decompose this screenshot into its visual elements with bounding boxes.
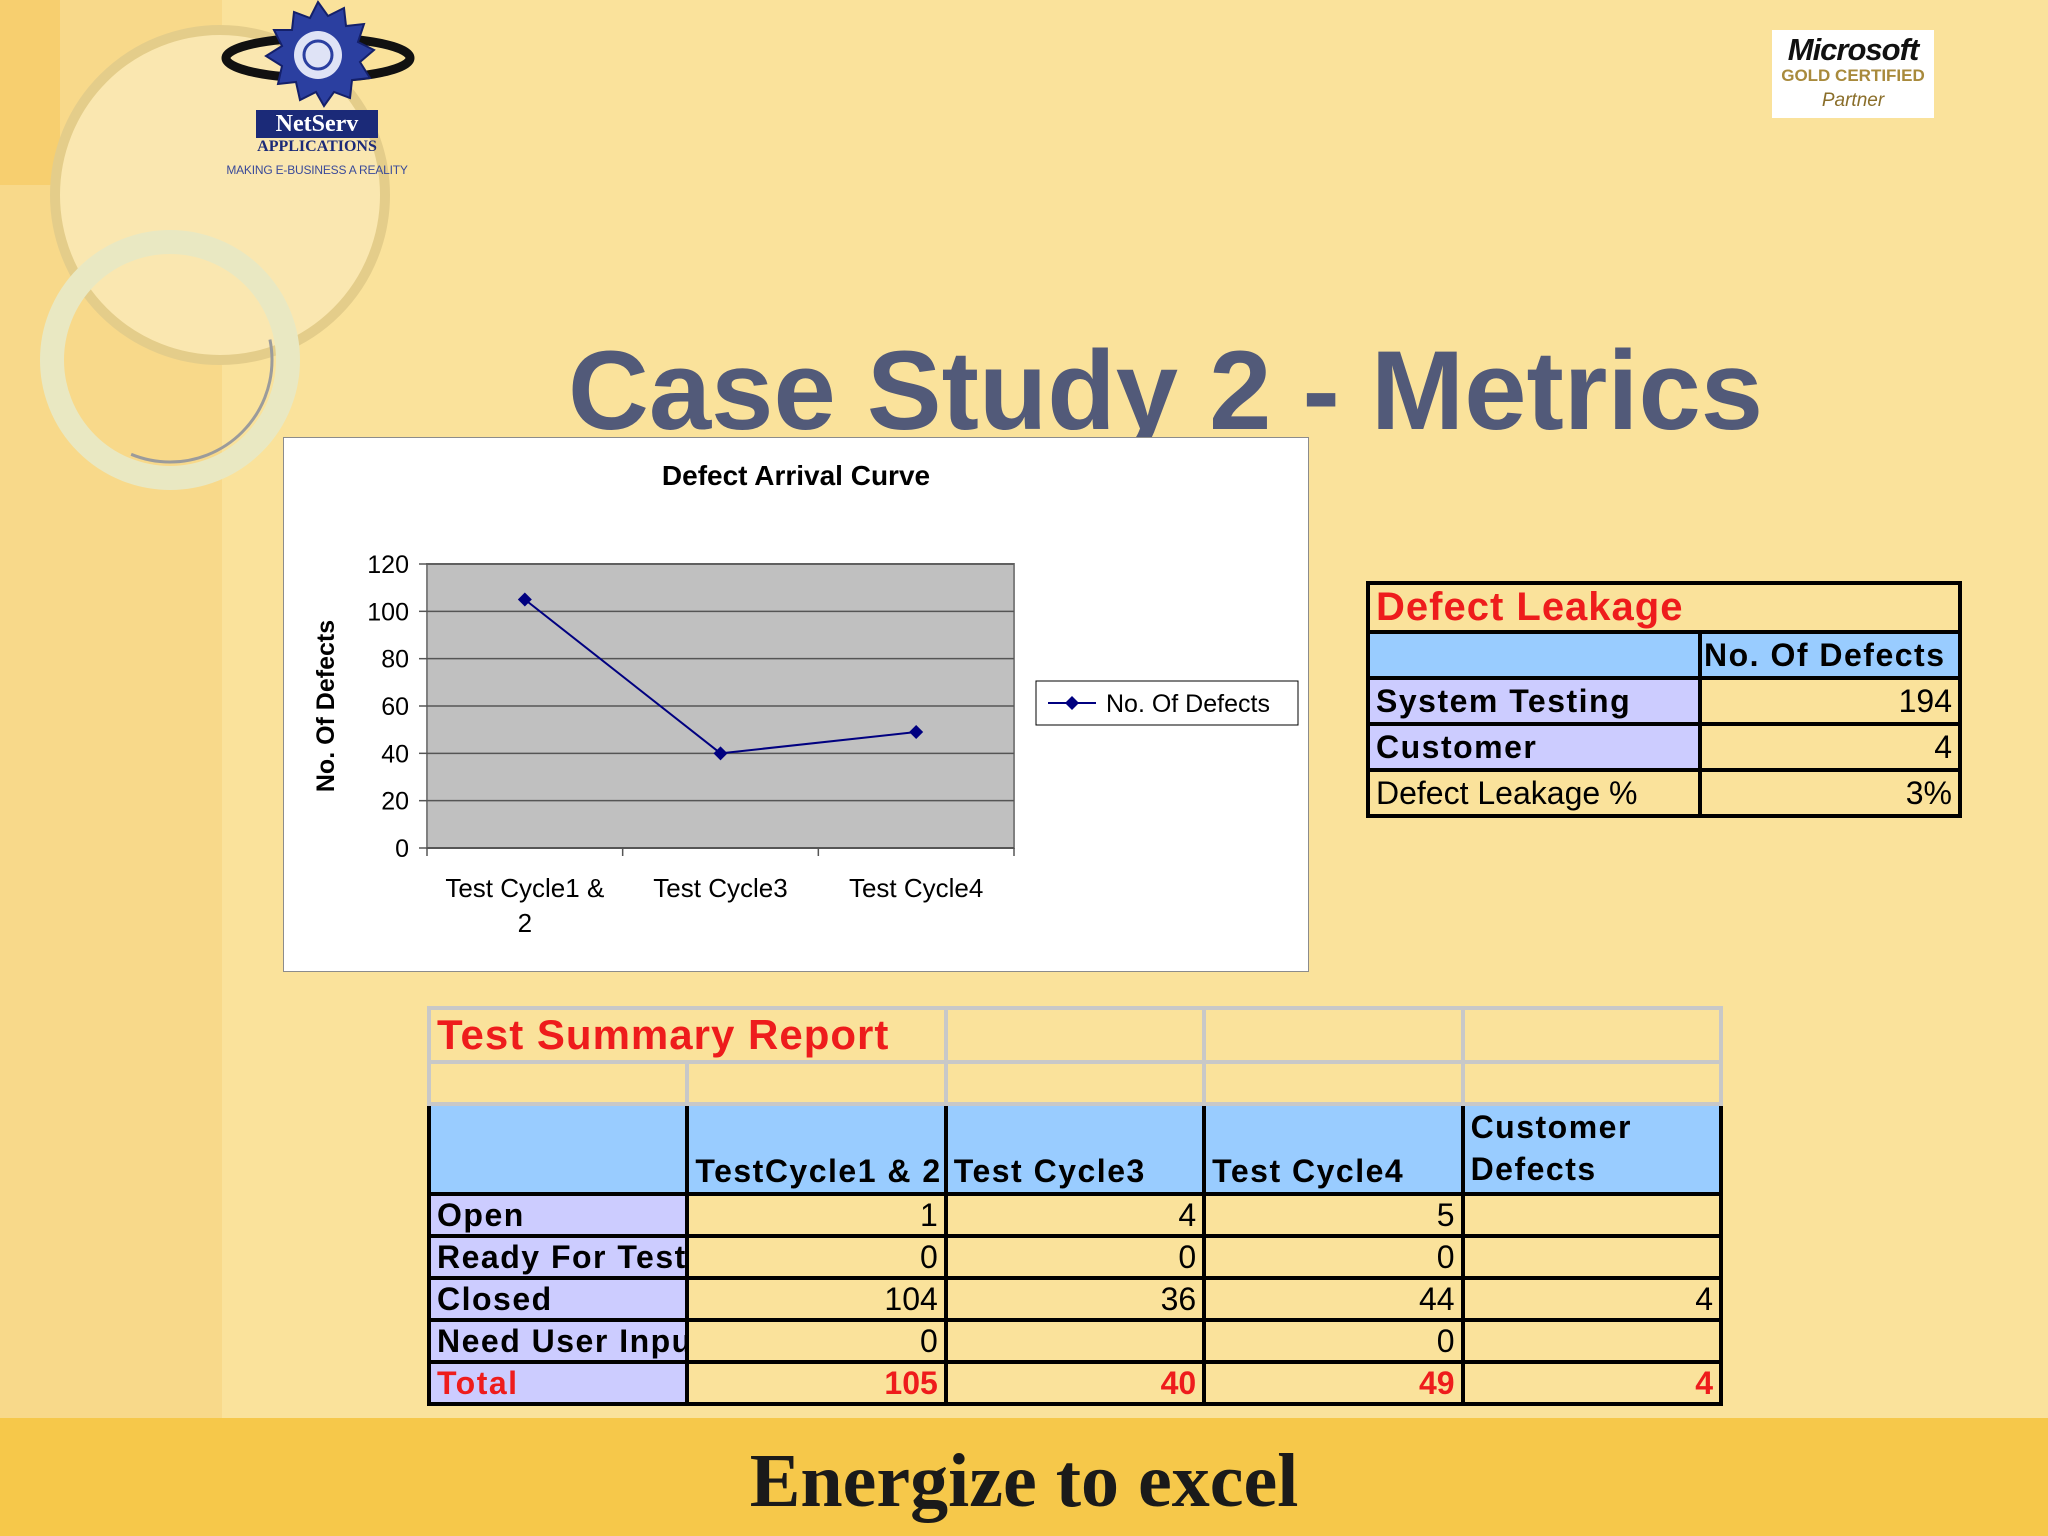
y-tick-label: 80 [381, 646, 409, 674]
netserv-logo [221, 0, 415, 108]
table-cell: 0 [685, 1234, 948, 1280]
microsoft-wordmark: Microsoft [1787, 32, 1920, 67]
table-cell: 0 [685, 1318, 948, 1364]
y-axis-label: No. Of Defects [312, 620, 340, 792]
row-label-ready-for-testing: Ready For Testing [426, 1234, 690, 1280]
total-cell: 4 [1460, 1360, 1724, 1406]
table-cell: 4 [943, 1192, 1207, 1238]
column-header-cycle4: Test Cycle4 [1202, 1102, 1465, 1196]
empty-cell [1202, 1060, 1465, 1106]
customer-defects-line2: Defects [1470, 1151, 1597, 1187]
tagline: Energize to excel [749, 1439, 1299, 1523]
table-row-total: Total 105 40 49 4 [426, 1360, 1724, 1406]
leakage-label-customer: Customer [1366, 722, 1702, 772]
leakage-value-system-testing: 194 [1698, 676, 1962, 726]
total-cell: 105 [685, 1360, 948, 1406]
empty-cell [1202, 1006, 1465, 1064]
column-header-cycle1-2: TestCycle1 & 2 [685, 1102, 948, 1196]
table-cell: 44 [1202, 1276, 1465, 1322]
defect-leakage-column-header: No. Of Defects [1698, 630, 1962, 680]
defect-leakage-corner [1366, 630, 1702, 680]
slide-title: Case Study 2 - Metrics [568, 328, 1764, 444]
table-cell: 0 [1202, 1318, 1465, 1364]
chart-canvas: Defect Arrival Curve 0 20 40 60 80 100 120 Test … [312, 460, 1299, 938]
legend-marker [1065, 696, 1079, 710]
y-tick-label: 120 [367, 551, 409, 579]
y-tick-label: 0 [395, 835, 409, 863]
gold-certified-label: GOLD CERTIFIED [1781, 66, 1925, 85]
table-cell: 5 [1202, 1192, 1465, 1238]
table-cell [1460, 1234, 1724, 1280]
table-cell: 36 [943, 1276, 1207, 1322]
empty-cell [685, 1060, 948, 1106]
defect-leakage-title: Defect Leakage [1366, 581, 1962, 634]
y-tick-label: 100 [367, 598, 409, 626]
defect-arrival-chart: Defect Arrival Curve 0 20 40 60 80 100 120 Test … [283, 437, 1309, 972]
logo-name: NetServ [256, 110, 378, 138]
leakage-value-customer: 4 [1698, 722, 1962, 772]
table-cell [1460, 1318, 1724, 1364]
empty-cell [943, 1006, 1207, 1064]
leakage-label-system-testing: System Testing [1366, 676, 1702, 726]
background-corner [0, 0, 60, 185]
leakage-value-percent: 3% [1698, 768, 1962, 818]
table-row: Ready For Testing 0 0 0 [426, 1234, 1724, 1280]
summary-header-corner [426, 1102, 690, 1196]
customer-defects-line1: Customer [1470, 1109, 1632, 1145]
column-header-cycle3: Test Cycle3 [943, 1102, 1207, 1196]
x-tick-label-wrap: 2 [518, 908, 532, 938]
table-cell [1460, 1192, 1724, 1238]
test-summary-title: Test Summary Report [427, 1006, 948, 1064]
y-tick-label: 60 [381, 693, 409, 721]
row-label-closed: Closed [426, 1276, 690, 1322]
table-row: Need User Input 0 0 [426, 1318, 1724, 1364]
leakage-label-percent: Defect Leakage % [1366, 768, 1702, 818]
table-row: Closed 104 36 44 4 [426, 1276, 1724, 1322]
empty-cell [1460, 1006, 1724, 1064]
total-cell: 40 [943, 1360, 1207, 1406]
empty-cell [1460, 1060, 1724, 1106]
table-cell [943, 1318, 1207, 1364]
table-cell: 104 [685, 1276, 948, 1322]
defect-leakage-table: Defect Leakage No. Of Defects System Tes… [1366, 581, 1962, 818]
y-tick-label: 20 [381, 788, 409, 816]
table-cell: 1 [685, 1192, 948, 1238]
data-point [909, 725, 924, 740]
table-cell: 0 [1202, 1234, 1465, 1280]
logo-motto: MAKING E-BUSINESS A REALITY [226, 163, 408, 177]
table-cell: 0 [943, 1234, 1207, 1280]
chart-title: Defect Arrival Curve [662, 460, 930, 491]
legend-label: No. Of Defects [1106, 690, 1270, 718]
empty-cell [943, 1060, 1207, 1106]
data-point [517, 592, 532, 607]
microsoft-partner-badge: Microsoft GOLD CERTIFIED Partner [1772, 30, 1934, 118]
table-cell: 4 [1460, 1276, 1724, 1322]
x-tick-label: Test Cycle4 [849, 873, 983, 903]
test-summary-table: Test Summary Report TestCycle1 & 2 Test … [426, 1006, 1724, 1406]
column-header-customer-defects: Customer Defects [1460, 1102, 1724, 1196]
y-tick-label: 40 [381, 740, 409, 768]
table-row: Open 1 4 5 [426, 1192, 1724, 1238]
row-label-open: Open [426, 1192, 690, 1238]
row-label-total: Total [426, 1360, 690, 1406]
row-label-need-user-input: Need User Input [426, 1318, 690, 1364]
partner-label: Partner [1821, 90, 1885, 111]
x-tick-label: Test Cycle1 & [445, 873, 604, 903]
x-tick-label: Test Cycle3 [653, 873, 787, 903]
total-cell: 49 [1202, 1360, 1465, 1406]
empty-cell [426, 1060, 690, 1106]
footer-band [0, 1418, 2048, 1536]
data-point [713, 746, 728, 761]
logo-subtitle: APPLICATIONS [257, 138, 377, 155]
